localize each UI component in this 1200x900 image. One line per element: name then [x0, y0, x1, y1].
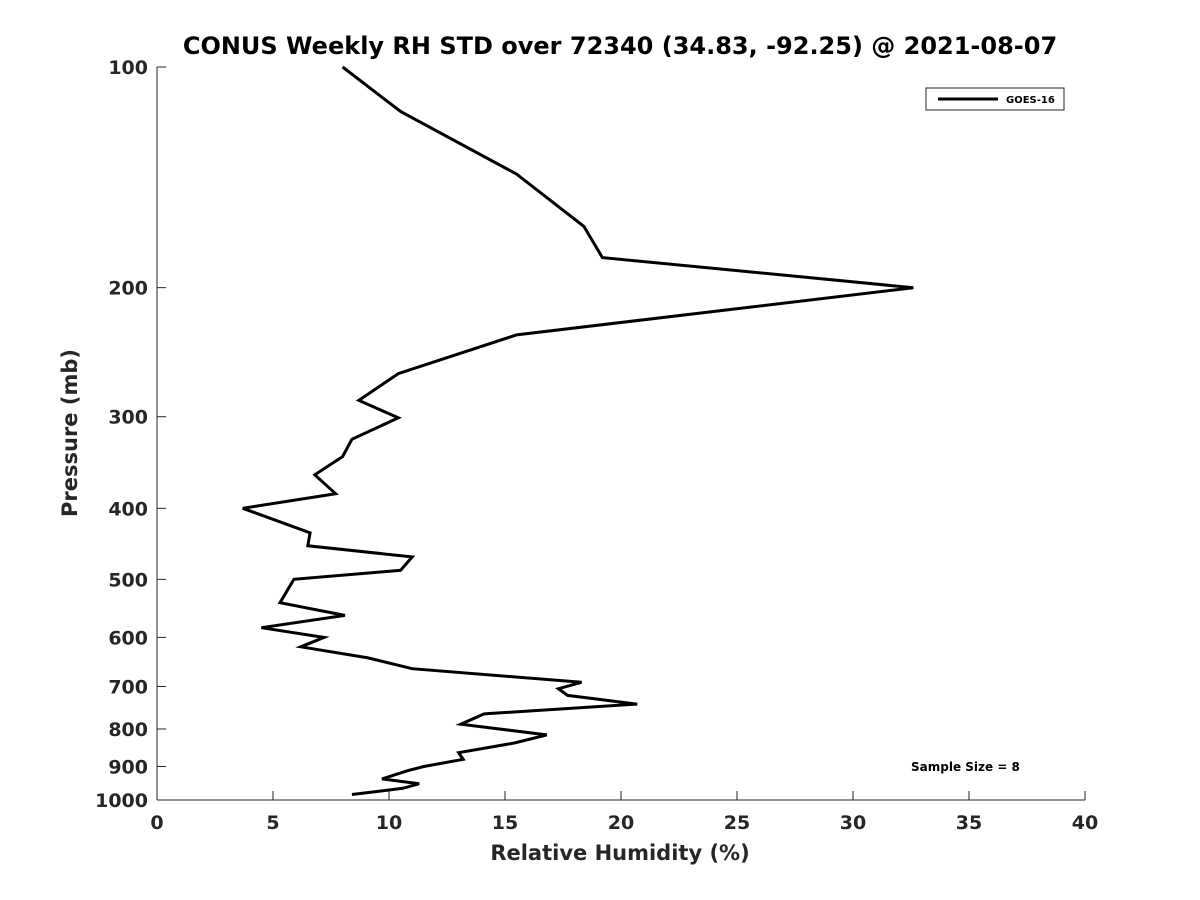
- x-tick-label: 25: [724, 812, 750, 834]
- x-tick-label: 20: [608, 812, 634, 834]
- y-axis-label: Pressure (mb): [58, 349, 82, 517]
- axes: [156, 67, 1085, 801]
- y-tick-label: 1000: [95, 790, 148, 812]
- y-tick-label: 900: [108, 756, 148, 778]
- series-group: [242, 65, 914, 796]
- sample-size-annotation: Sample Size = 8: [911, 760, 1020, 774]
- y-tick-label: 700: [108, 676, 148, 698]
- x-tick-label: 5: [266, 812, 279, 834]
- x-tick-label: 30: [840, 812, 866, 834]
- x-tick-label: 35: [956, 812, 982, 834]
- x-tick-label: 0: [150, 812, 163, 834]
- y-tick-label: 300: [108, 407, 148, 429]
- series-line: [242, 65, 914, 796]
- x-tick-label: 15: [492, 812, 518, 834]
- legend-label: GOES-16: [1006, 95, 1055, 106]
- chart-title: CONUS Weekly RH STD over 72340 (34.83, -…: [183, 32, 1057, 60]
- x-axis-label: Relative Humidity (%): [490, 841, 749, 865]
- y-tick-label: 500: [108, 569, 148, 591]
- y-tick-label: 400: [108, 498, 148, 520]
- y-tick-label: 200: [108, 278, 148, 300]
- x-tick-label: 10: [376, 812, 402, 834]
- x-tick-label: 40: [1072, 812, 1098, 834]
- legend: GOES-16: [925, 87, 1065, 111]
- ticks: 0 5 10 15 20 25 30 35 40 100 200 300 400 500 600 700 800…: [95, 57, 1098, 834]
- y-tick-label: 100: [108, 57, 148, 79]
- y-tick-label: 600: [108, 627, 148, 649]
- y-tick-label: 800: [108, 719, 148, 741]
